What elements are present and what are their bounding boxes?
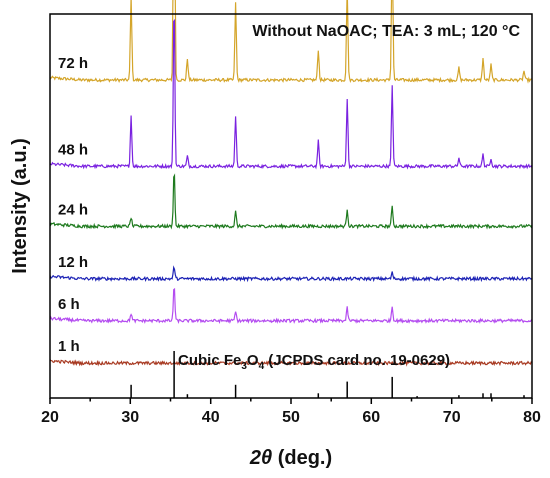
x-tick-label-20: 20	[41, 409, 59, 426]
series-label-24h: 24 h	[58, 201, 88, 218]
x-tick-label-70: 70	[443, 409, 461, 426]
x-tick-label-60: 60	[362, 409, 380, 426]
x-axis-label: 2θ (deg.)	[249, 447, 332, 469]
series-line-6h	[49, 287, 533, 325]
series-label-1h: 1 h	[58, 338, 80, 355]
x-axis-ticks: 20 30 40 50 60 70 80	[41, 398, 541, 426]
reference-lines	[130, 351, 525, 398]
series-line-72h	[49, 0, 533, 84]
series-label-6h: 6 h	[58, 296, 80, 313]
plot-lines	[49, 0, 533, 367]
series-line-48h	[49, 18, 533, 170]
series-line-12h	[49, 265, 533, 283]
series-line-24h	[49, 173, 533, 230]
y-axis-label: Intensity (a.u.)	[9, 138, 31, 274]
x-tick-label-50: 50	[282, 409, 300, 426]
x-tick-label-30: 30	[121, 409, 139, 426]
series-label-12h: 12 h	[58, 254, 88, 271]
series-label-48h: 48 h	[58, 141, 88, 158]
x-tick-label-40: 40	[202, 409, 220, 426]
series-label-72h: 72 h	[58, 55, 88, 72]
reference-label: Cubic Fe3O4 (JCPDS card no. 19-0629)	[178, 352, 450, 372]
series-line-1h	[49, 359, 533, 367]
series-labels: 72 h 48 h 24 h 12 h 6 h 1 h	[58, 55, 88, 355]
chart-title: Without NaOAC; TEA: 3 mL; 120 °C	[252, 23, 520, 40]
x-tick-label-80: 80	[523, 409, 541, 426]
